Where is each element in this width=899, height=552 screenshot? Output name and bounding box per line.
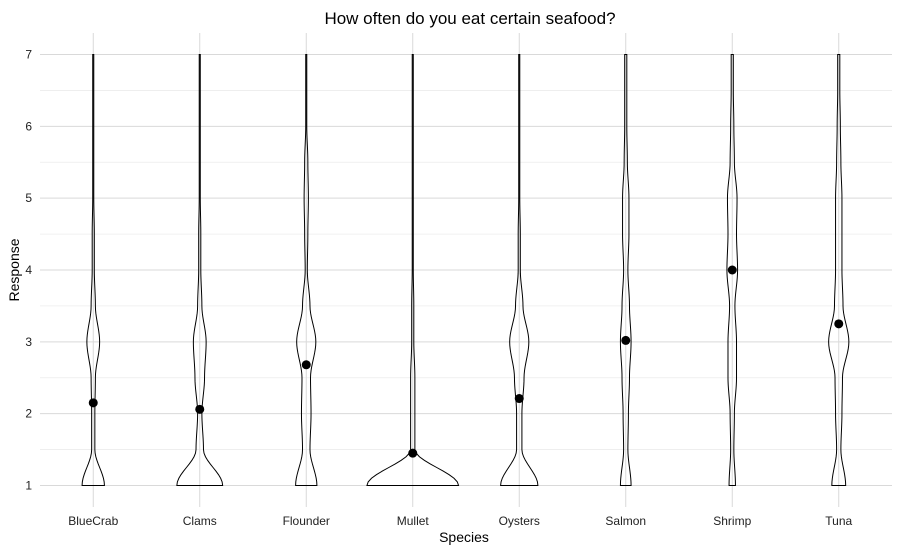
violin-mullet: [366, 54, 460, 486]
violin-tuna: [828, 54, 850, 486]
x-tick-label: Mullet: [397, 514, 430, 528]
y-tick-label: 5: [25, 191, 32, 205]
violin-bluecrab: [81, 54, 105, 486]
y-tick-label: 6: [25, 119, 32, 133]
mean-point-layer: [88, 265, 844, 458]
violin-flounder: [295, 54, 318, 486]
y-tick-label: 1: [25, 478, 32, 492]
x-axis-title: Species: [439, 529, 489, 545]
mean-point-oysters: [514, 394, 524, 404]
y-tick-labels: 1 2 3 4 5 6 7: [25, 48, 32, 493]
y-tick-label: 3: [25, 335, 32, 349]
y-tick-label: 4: [25, 263, 32, 277]
x-tick-labels: BlueCrab Clams Flounder Mullet Oysters Salmon…: [68, 514, 852, 528]
x-tick-label: Flounder: [283, 514, 330, 528]
y-tick-label: 2: [25, 407, 32, 421]
violin-oysters: [500, 54, 539, 486]
violin-shrimp: [726, 54, 739, 486]
grid-layer: [40, 33, 892, 507]
chart-title: How often do you eat certain seafood?: [324, 9, 615, 28]
y-axis-title: Response: [6, 238, 22, 301]
mean-point-bluecrab: [88, 398, 98, 408]
x-tick-label: BlueCrab: [68, 514, 118, 528]
violin-layer: [81, 54, 850, 486]
violin-clams: [176, 54, 224, 486]
mean-point-salmon: [621, 335, 631, 345]
mean-point-tuna: [834, 319, 844, 329]
violin-salmon: [619, 54, 632, 486]
x-tick-label: Tuna: [825, 514, 852, 528]
mean-point-mullet: [408, 448, 418, 458]
y-tick-label: 7: [25, 48, 32, 62]
mean-point-shrimp: [727, 265, 737, 275]
mean-point-flounder: [301, 360, 311, 370]
x-tick-label: Salmon: [605, 514, 646, 528]
mean-point-clams: [195, 404, 205, 414]
x-tick-label: Shrimp: [713, 514, 751, 528]
x-tick-label: Oysters: [499, 514, 540, 528]
x-tick-label: Clams: [183, 514, 217, 528]
